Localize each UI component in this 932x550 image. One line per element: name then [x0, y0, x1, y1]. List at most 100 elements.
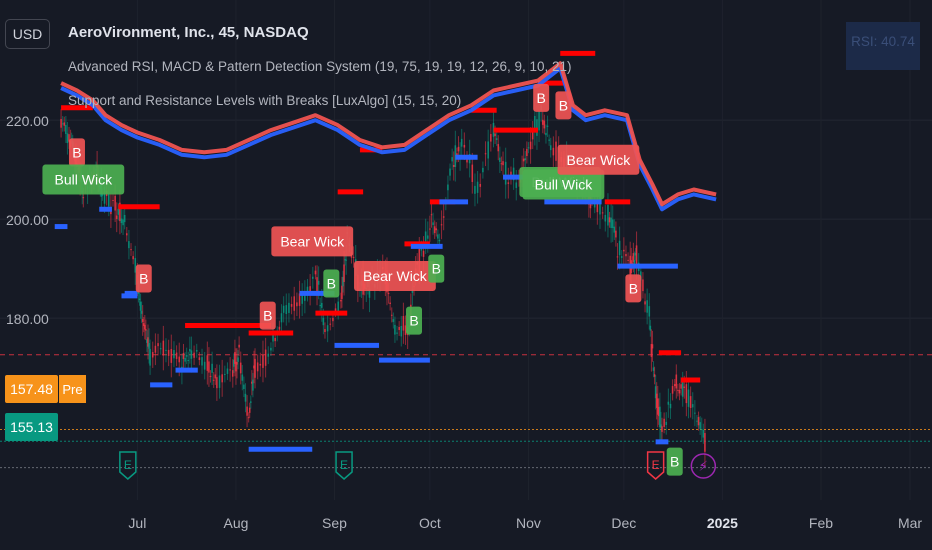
- candle-body: [555, 141, 557, 161]
- candle-body: [147, 337, 149, 347]
- candle-body: [259, 363, 262, 366]
- candle-body: [214, 374, 217, 379]
- candle-body: [138, 298, 141, 301]
- x-tick-label: Sep: [322, 515, 347, 531]
- candle-body: [340, 300, 342, 302]
- candle-body: [187, 359, 190, 361]
- candle-body: [293, 296, 296, 311]
- x-tick-label: 2025: [707, 515, 738, 531]
- y-tick-label: 180.00: [6, 311, 49, 327]
- candle-body: [248, 407, 251, 413]
- candle-body: [524, 158, 527, 161]
- candle-body: [650, 343, 653, 357]
- candle-body: [134, 258, 137, 273]
- candle-body: [201, 357, 203, 366]
- candle-body: [667, 401, 670, 405]
- candle-body: [424, 231, 427, 242]
- pattern-label-text: B: [263, 308, 272, 324]
- pattern-label-bear: B: [135, 264, 152, 293]
- candle-body: [144, 324, 146, 330]
- candle-body: [226, 368, 229, 374]
- indicator-legend-sr[interactable]: Support and Resistance Levels with Break…: [68, 93, 462, 108]
- candle-body: [337, 301, 340, 313]
- candle-body: [345, 259, 347, 261]
- candle-body: [139, 301, 142, 311]
- candle-body: [656, 398, 659, 415]
- candle-body: [211, 363, 213, 373]
- candle-body: [449, 168, 451, 176]
- pattern-label-text: Bear Wick: [363, 268, 428, 284]
- candle-body: [314, 270, 317, 275]
- candle-body: [61, 123, 64, 125]
- event-marker-earnings: E: [119, 451, 137, 480]
- candle-body: [244, 393, 247, 402]
- candle-body: [611, 219, 614, 229]
- candle-body: [482, 167, 484, 173]
- chart-grid: [0, 119, 932, 319]
- candle-body: [689, 396, 692, 408]
- candle-body: [680, 384, 682, 389]
- candle-body: [396, 332, 398, 334]
- candle-body: [697, 417, 700, 426]
- reference-lines: [0, 354, 932, 469]
- x-tick-label: Feb: [809, 515, 833, 531]
- candle-body: [669, 403, 672, 409]
- candle-body: [651, 344, 654, 349]
- premarket-price-badge: 157.48: [5, 375, 58, 403]
- candle-body: [332, 317, 334, 322]
- earnings-icon: [335, 451, 353, 480]
- candle-body: [527, 147, 530, 149]
- candle-body: [476, 181, 479, 193]
- candle-body: [422, 250, 425, 257]
- candle-body: [212, 379, 215, 381]
- candle-body: [125, 233, 128, 236]
- candle-body: [132, 256, 134, 260]
- candle-body: [60, 118, 62, 128]
- candle-body: [243, 384, 245, 390]
- candle-body: [274, 337, 276, 342]
- candle-body: [311, 276, 314, 279]
- candle-body: [400, 325, 403, 337]
- candle-body: [101, 193, 104, 196]
- candle-body: [644, 301, 646, 305]
- candle-body: [652, 367, 655, 371]
- pattern-label-box: [428, 254, 445, 283]
- currency-button[interactable]: USD: [5, 19, 50, 49]
- candle-body: [390, 314, 393, 316]
- pattern-label-box: [354, 261, 436, 292]
- candle-body: [107, 193, 110, 207]
- candle-body: [610, 217, 612, 228]
- candle-body: [685, 384, 688, 404]
- candle-body: [189, 348, 191, 352]
- candle-body: [546, 125, 549, 127]
- pattern-label-text: Bull Wick: [55, 172, 114, 188]
- chart-title[interactable]: AeroVironment, Inc., 45, NASDAQ: [68, 24, 309, 41]
- pattern-label-bear: B: [555, 91, 572, 120]
- candle-body: [398, 326, 400, 331]
- candle-body: [173, 349, 175, 359]
- candle-body: [119, 202, 121, 222]
- candle-body: [627, 259, 629, 261]
- candle-body: [334, 308, 337, 312]
- candle-body: [541, 119, 544, 125]
- candle-body: [262, 354, 264, 368]
- candle-body: [249, 401, 252, 403]
- candle-body: [329, 323, 332, 325]
- candle-body: [162, 340, 165, 356]
- indicator-legend-rsi[interactable]: Advanced RSI, MACD & Pattern Detection S…: [68, 59, 572, 74]
- x-tick-label: Jul: [128, 515, 146, 531]
- candle-body: [193, 352, 195, 358]
- candle-body: [402, 315, 405, 331]
- candle-body: [238, 344, 240, 348]
- candle-body: [142, 323, 145, 327]
- candle-body: [341, 285, 343, 299]
- candle-body: [442, 216, 445, 218]
- candle-body: [343, 264, 345, 282]
- pattern-label-box: [259, 301, 276, 330]
- candle-body: [631, 262, 634, 264]
- y-tick-label: 200.00: [6, 212, 49, 228]
- candle-body: [438, 239, 441, 242]
- candle-body: [218, 375, 221, 388]
- candle-body: [387, 292, 390, 295]
